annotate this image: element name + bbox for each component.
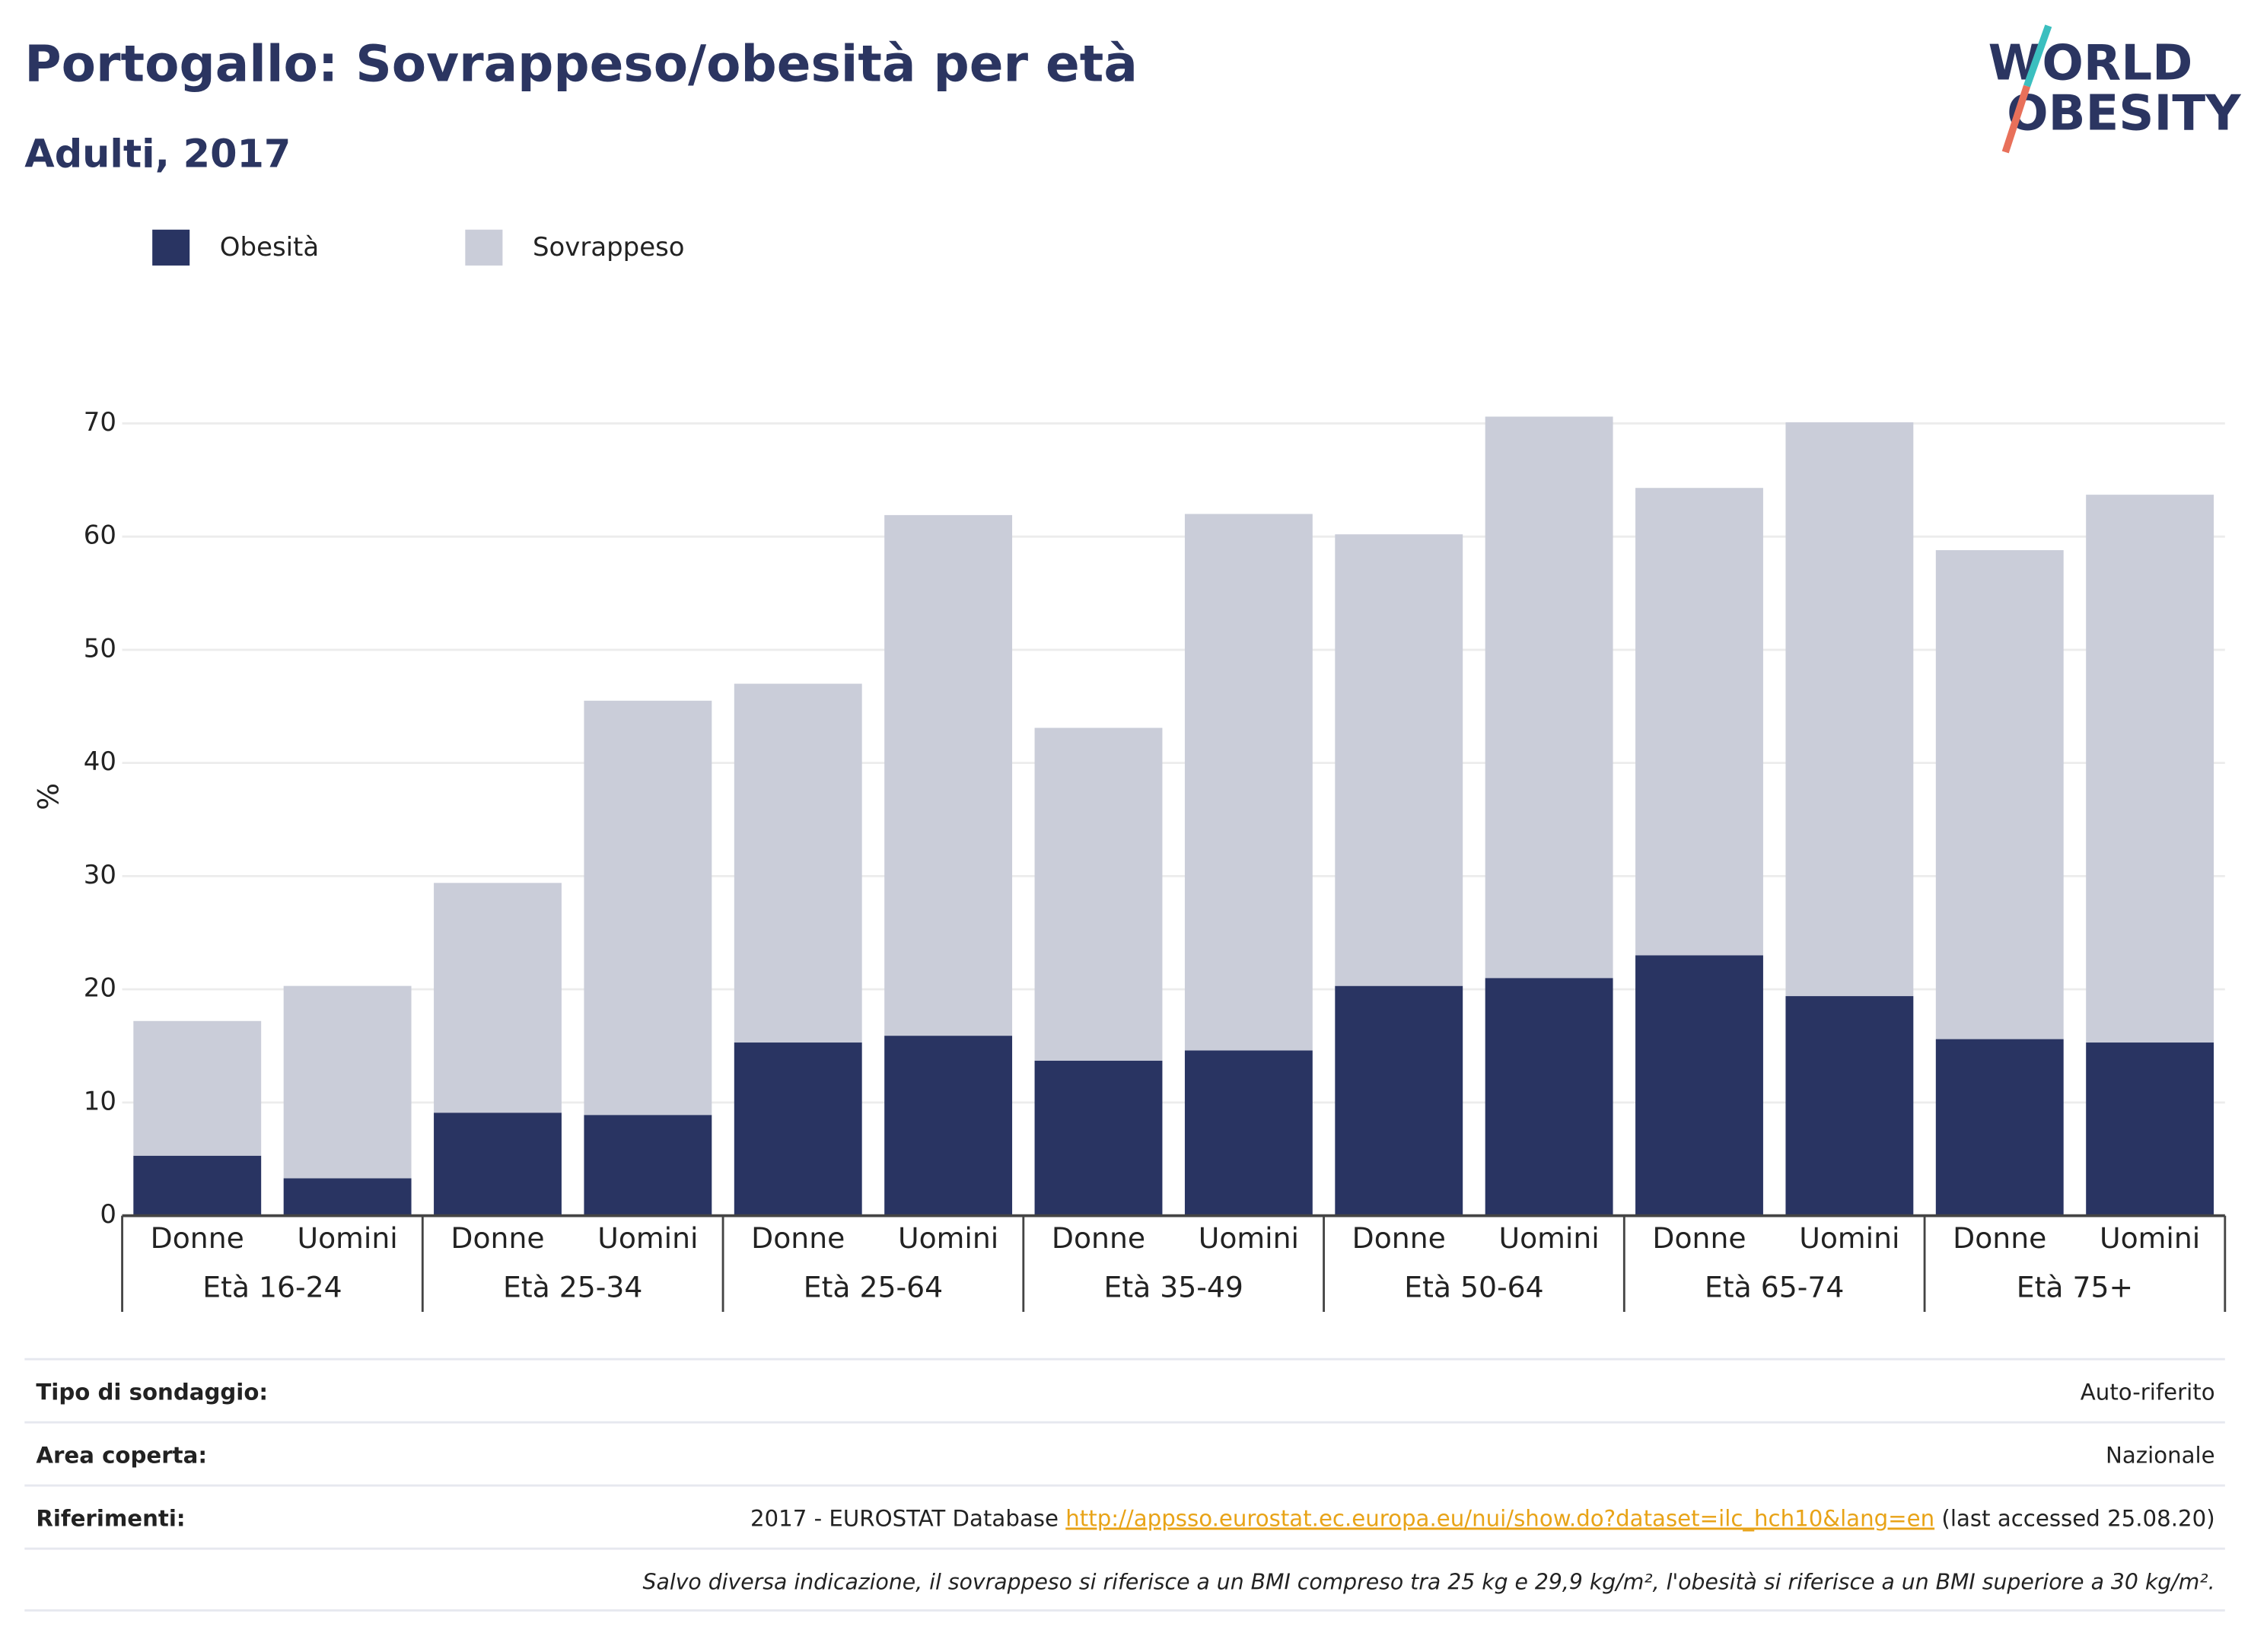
x-tick-label: Donne bbox=[751, 1221, 845, 1255]
logo-slash bbox=[2023, 24, 2052, 88]
bar-segment bbox=[1184, 514, 1313, 1051]
group-label: Età 25-34 bbox=[503, 1270, 642, 1303]
bar-segment bbox=[1335, 985, 1463, 1216]
bar-segment bbox=[1335, 534, 1463, 986]
group-label: Età 65-74 bbox=[1705, 1270, 1844, 1303]
logo-slash bbox=[2001, 84, 2031, 154]
bar-segment bbox=[2086, 495, 2214, 1043]
logo-text: WORLD bbox=[1988, 34, 2193, 91]
bar-segment bbox=[133, 1020, 262, 1156]
x-tick-label: Donne bbox=[151, 1221, 244, 1255]
bar-segment bbox=[434, 1112, 562, 1216]
chart-title: Portogallo: Sovrappeso/obesità per età bbox=[24, 35, 1138, 94]
x-tick-label: Uomini bbox=[1199, 1221, 1299, 1255]
y-tick-label: 70 bbox=[84, 407, 116, 438]
y-tick-label: 40 bbox=[84, 746, 116, 777]
bar-segment bbox=[1485, 416, 1613, 979]
bar-segment bbox=[1635, 488, 1763, 956]
bar-segment bbox=[283, 1178, 412, 1216]
footer-label: Area coperta: bbox=[36, 1442, 207, 1468]
reference-link[interactable]: http://appsso.eurostat.ec.europa.eu/nui/… bbox=[1065, 1505, 1934, 1531]
group-label: Età 25-64 bbox=[804, 1270, 943, 1303]
bar-segment bbox=[1485, 978, 1613, 1216]
logo-text: OBESITY bbox=[2007, 84, 2242, 142]
y-tick-label: 20 bbox=[84, 973, 116, 1004]
logo: WORLD OBESITY bbox=[1988, 24, 2242, 154]
x-tick-label: Uomini bbox=[597, 1221, 698, 1255]
bar-segment bbox=[434, 883, 562, 1113]
bar-segment bbox=[884, 1036, 1013, 1216]
bar-segment bbox=[584, 700, 712, 1116]
group-label: Età 16-24 bbox=[202, 1270, 342, 1303]
y-tick-label: 0 bbox=[100, 1199, 116, 1230]
y-tick-label: 30 bbox=[84, 860, 116, 890]
bar-segment bbox=[1935, 550, 2064, 1039]
legend-label: Obesità bbox=[220, 232, 319, 263]
y-axis-label: % bbox=[32, 783, 65, 810]
footer-value: Nazionale bbox=[2106, 1442, 2215, 1468]
group-label: Età 35-49 bbox=[1104, 1270, 1243, 1303]
group-label: Età 75+ bbox=[2017, 1270, 2133, 1303]
x-tick-label: Donne bbox=[1352, 1221, 1446, 1255]
bar-segment bbox=[1034, 727, 1163, 1061]
x-tick-label: Donne bbox=[1052, 1221, 1145, 1255]
bar-segment bbox=[734, 683, 862, 1043]
bar-segment bbox=[2086, 1042, 2214, 1216]
legend-label: Sovrappeso bbox=[533, 232, 685, 263]
x-tick-label: Uomini bbox=[1799, 1221, 1899, 1255]
reference-text: 2017 - EUROSTAT Database bbox=[750, 1505, 1065, 1531]
bar-segment bbox=[584, 1115, 712, 1216]
bar-segment bbox=[1935, 1039, 2064, 1216]
bar-segment bbox=[1785, 996, 1914, 1216]
footer-label: Tipo di sondaggio: bbox=[36, 1379, 268, 1405]
legend-swatch bbox=[465, 229, 503, 266]
x-tick-label: Uomini bbox=[1498, 1221, 1599, 1255]
bar-segment bbox=[1635, 955, 1763, 1216]
x-tick-label: Uomini bbox=[297, 1221, 397, 1255]
legend-swatch bbox=[152, 229, 190, 266]
bar-segment bbox=[133, 1155, 262, 1216]
chart-subtitle: Adulti, 2017 bbox=[24, 132, 291, 177]
bar-segment bbox=[1034, 1060, 1163, 1216]
bar-segment bbox=[283, 985, 412, 1179]
y-tick-label: 10 bbox=[84, 1086, 116, 1116]
x-tick-label: Donne bbox=[1953, 1221, 2046, 1255]
footer-reference: 2017 - EUROSTAT Database http://appsso.e… bbox=[750, 1505, 2215, 1531]
y-tick-label: 60 bbox=[84, 520, 116, 551]
footer-label: Riferimenti: bbox=[36, 1505, 185, 1531]
reference-text: (last accessed 25.08.20) bbox=[1934, 1505, 2214, 1531]
y-tick-label: 50 bbox=[84, 633, 116, 664]
bar-segment bbox=[884, 514, 1013, 1036]
group-label: Età 50-64 bbox=[1404, 1270, 1543, 1303]
bar-segment bbox=[1184, 1050, 1313, 1216]
x-tick-label: Uomini bbox=[2100, 1221, 2200, 1255]
footer-note: Salvo diversa indicazione, il sovrappeso… bbox=[643, 1569, 2215, 1594]
bar-segment bbox=[734, 1042, 862, 1216]
footer-value: Auto-riferito bbox=[2081, 1379, 2215, 1405]
x-tick-label: Donne bbox=[451, 1221, 544, 1255]
bar-segment bbox=[1785, 422, 1914, 997]
x-tick-label: Donne bbox=[1652, 1221, 1746, 1255]
x-tick-label: Uomini bbox=[898, 1221, 998, 1255]
